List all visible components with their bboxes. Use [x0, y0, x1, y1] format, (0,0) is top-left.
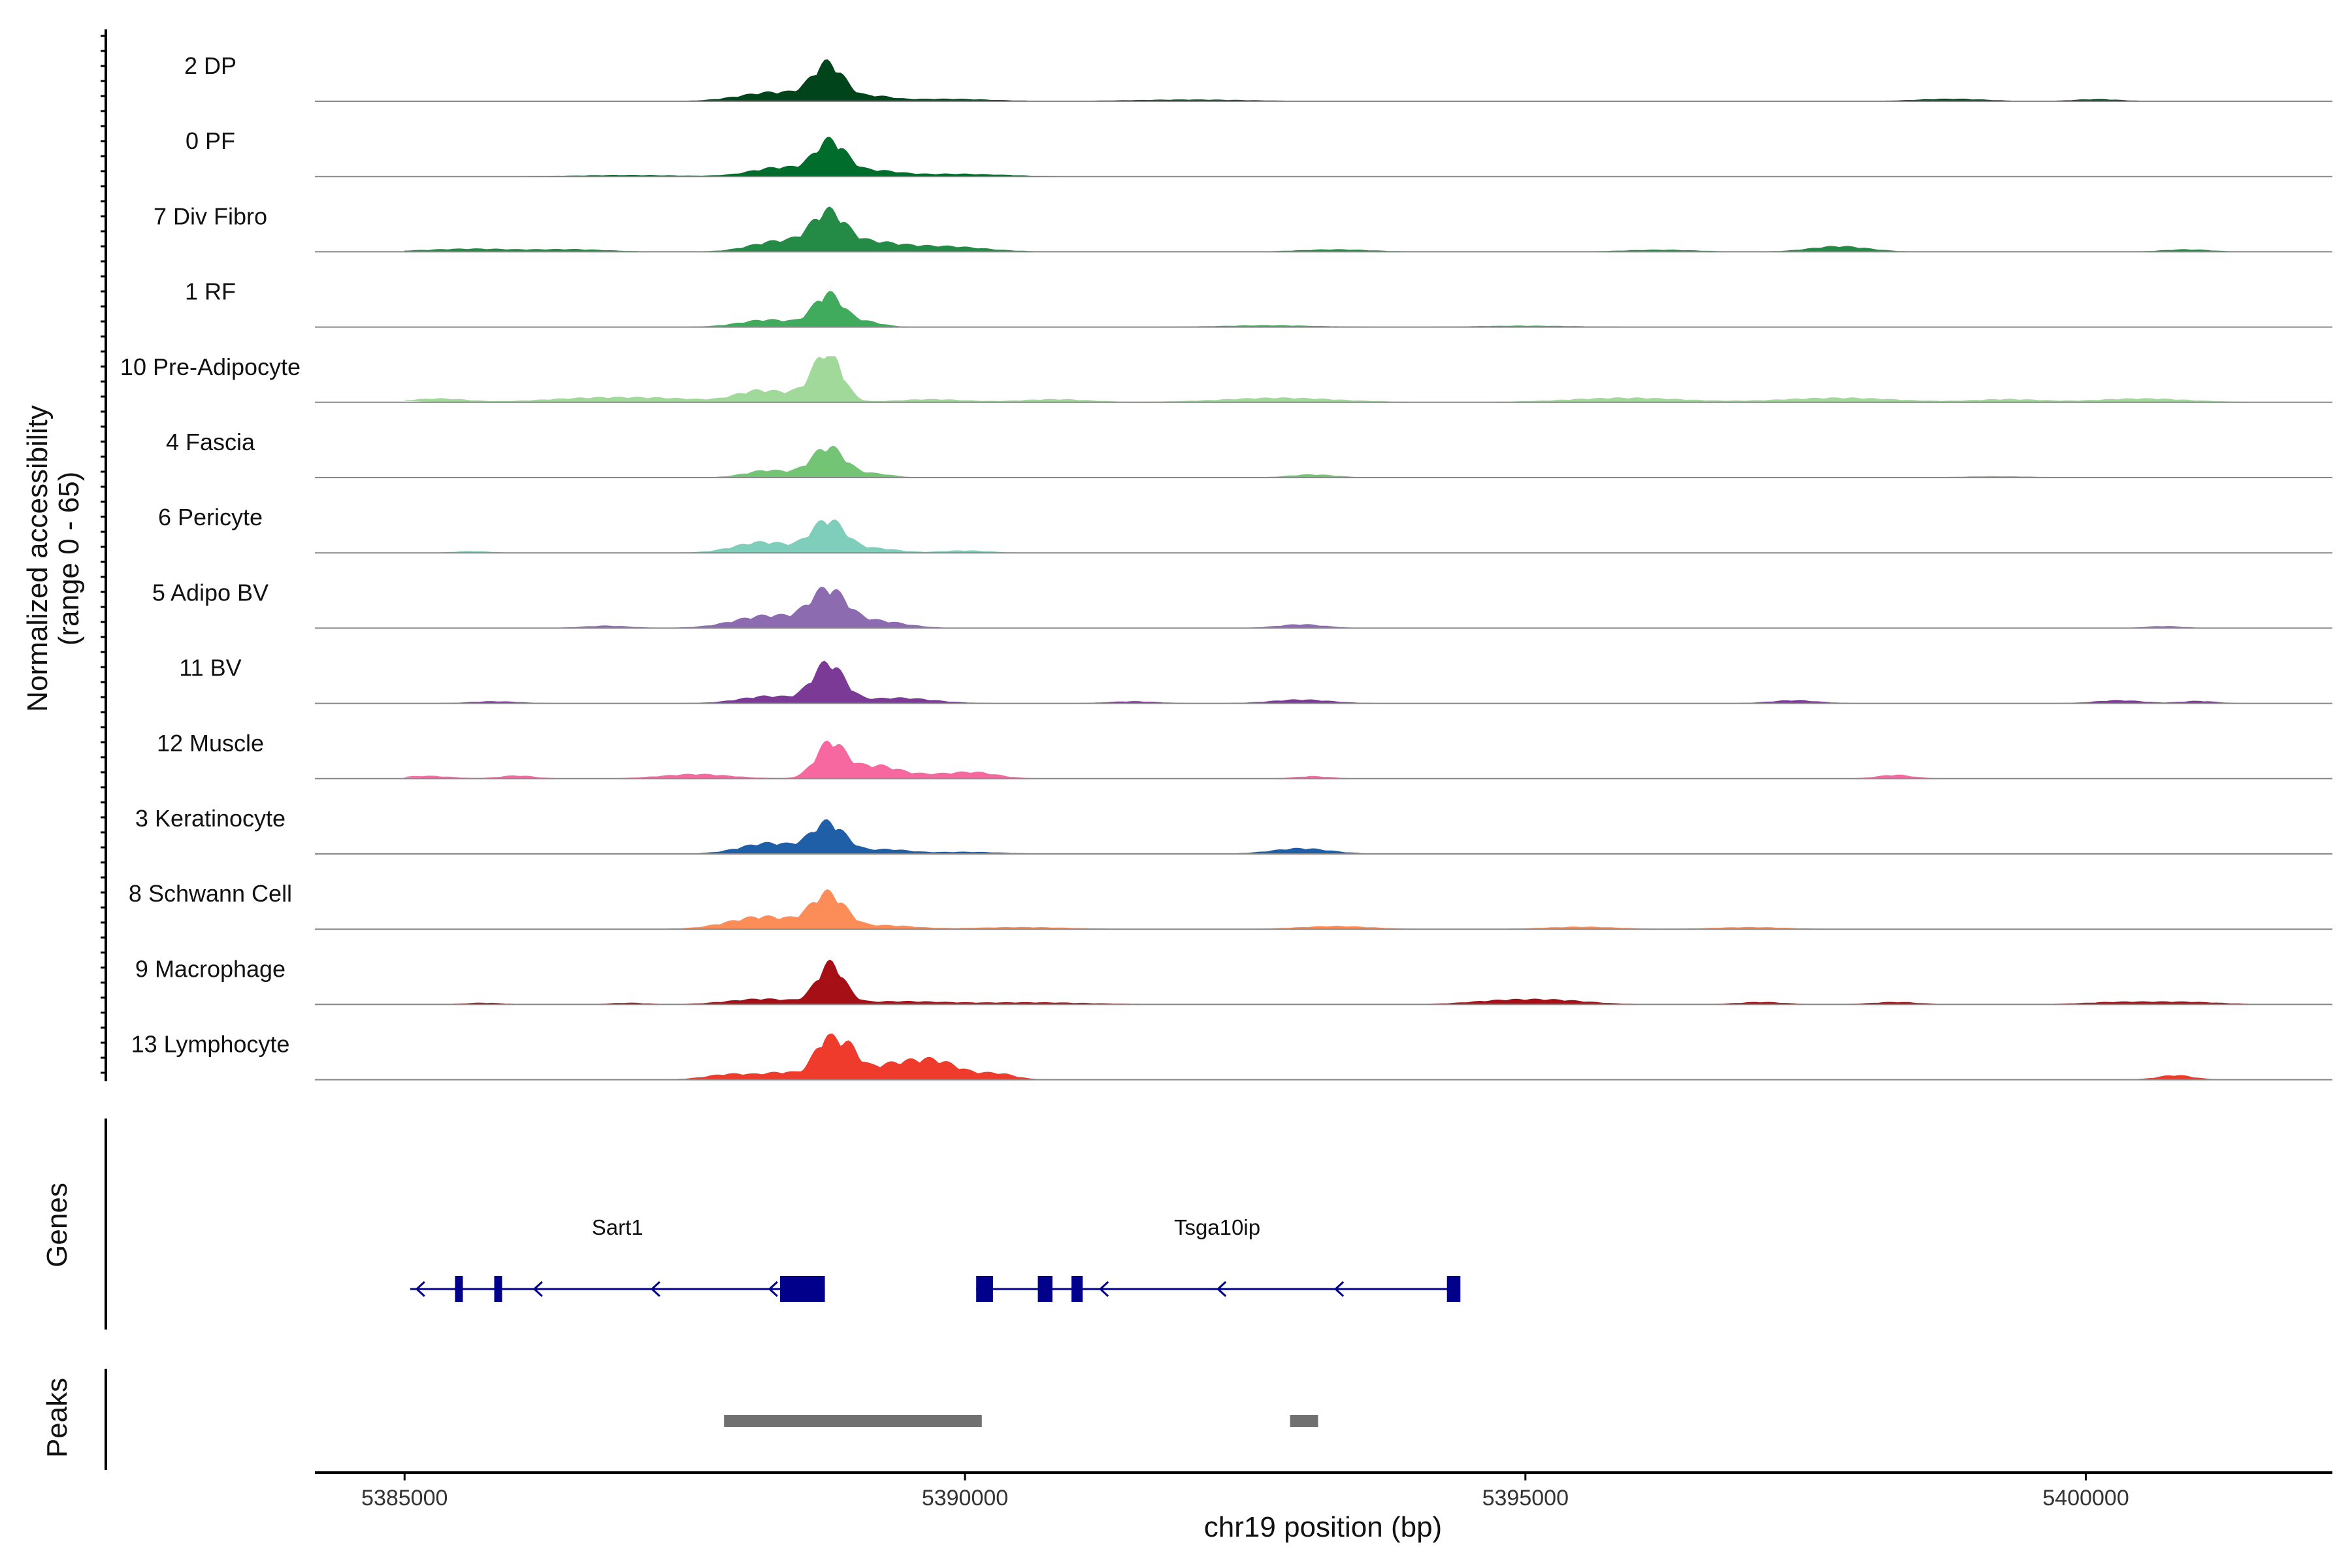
- coverage-area: [404, 356, 2255, 403]
- track-5-adipo-bv: 5 Adipo BV: [152, 579, 2332, 629]
- x-axis-title: chr19 position (bp): [1204, 1511, 1442, 1543]
- gene-exon: [1071, 1276, 1083, 1302]
- track-label: 6 Pericyte: [158, 504, 263, 531]
- coverage-area: [404, 740, 2254, 779]
- track-2-dp: 2 DP: [184, 52, 2332, 102]
- genes-panel-title: Genes: [41, 1183, 73, 1267]
- track-12-muscle: 12 Muscle: [157, 730, 2332, 779]
- coverage-area: [404, 519, 2254, 553]
- gene-exon: [1037, 1276, 1053, 1302]
- y-axis-title-line-1: Normalized accessibility: [22, 405, 54, 711]
- track-3-keratinocyte: 3 Keratinocyte: [135, 805, 2332, 855]
- track-label: 1 RF: [185, 278, 236, 305]
- peaks-track: [724, 1415, 1318, 1427]
- gene-exon: [1446, 1276, 1461, 1302]
- coverage-tracks: 2 DP 0 PF 7 Div Fibro 1 RF 10 Pre-Adipocyte 4…: [120, 52, 2332, 1081]
- coverage-area: [404, 586, 2254, 629]
- track-label: 13 Lymphocyte: [131, 1031, 290, 1058]
- gene-exon: [494, 1276, 502, 1302]
- track-4-fascia: 4 Fascia: [166, 429, 2332, 478]
- track-label: 8 Schwann Cell: [129, 880, 292, 907]
- strand-arrow-icon: [650, 1281, 661, 1298]
- gene-exon: [976, 1276, 993, 1302]
- strand-arrow-icon: [1098, 1281, 1109, 1298]
- strand-arrow-icon: [1333, 1281, 1345, 1298]
- track-11-bv: 11 BV: [179, 655, 2332, 704]
- coverage-area: [404, 137, 2254, 177]
- track-1-rf: 1 RF: [185, 278, 2332, 328]
- strand-arrow-icon: [532, 1281, 543, 1298]
- track-9-macrophage: 9 Macrophage: [135, 955, 2332, 1005]
- coverage-area: [404, 661, 2254, 704]
- x-tick-label: 5385000: [361, 1486, 448, 1511]
- x-tick-label: 5395000: [1482, 1486, 1569, 1511]
- gene-label: Sart1: [592, 1215, 644, 1239]
- coverage-area: [404, 819, 2254, 855]
- gene-sart1: Sart1: [410, 1215, 825, 1302]
- gene-exon: [779, 1276, 825, 1302]
- track-label: 12 Muscle: [157, 730, 264, 757]
- coverage-area: [404, 1034, 2254, 1081]
- strand-arrow-icon: [415, 1281, 425, 1298]
- track-6-pericyte: 6 Pericyte: [158, 504, 2332, 554]
- track-label: 11 BV: [179, 655, 241, 681]
- genes-track: Sart1 Tsga10ip: [410, 1215, 1461, 1302]
- y-axis-title-line-2: (range 0 - 65): [53, 472, 85, 646]
- track-label: 0 PF: [186, 127, 235, 154]
- coverage-area: [404, 959, 2255, 1005]
- track-label: 7 Div Fibro: [154, 203, 267, 229]
- track-8-schwann-cell: 8 Schwann Cell: [129, 880, 2332, 930]
- coverage-area: [404, 446, 2254, 478]
- y-axes: [101, 29, 107, 1470]
- coverage-area: [404, 206, 2254, 252]
- coverage-area: [404, 59, 2254, 102]
- track-label: 10 Pre-Adipocyte: [120, 353, 301, 380]
- track-label: 5 Adipo BV: [152, 579, 269, 606]
- gene-label: Tsga10ip: [1174, 1215, 1260, 1239]
- track-13-lymphocyte: 13 Lymphocyte: [131, 1031, 2332, 1081]
- peak-region: [1290, 1415, 1318, 1427]
- coverage-area: [404, 291, 2254, 328]
- gene-exon: [455, 1276, 463, 1302]
- x-axis: 5385000 5390000 5395000 5400000: [315, 1471, 2332, 1511]
- track-0-pf: 0 PF: [186, 127, 2332, 178]
- track-label: 3 Keratinocyte: [135, 805, 286, 832]
- strand-arrow-icon: [1216, 1281, 1227, 1298]
- track-7-div-fibro: 7 Div Fibro: [154, 203, 2332, 253]
- track-label: 9 Macrophage: [135, 955, 286, 982]
- peak-region: [724, 1415, 982, 1427]
- peaks-panel-title: Peaks: [41, 1378, 73, 1458]
- coverage-area: [404, 889, 2254, 930]
- track-label: 2 DP: [184, 52, 237, 79]
- strand-arrow-icon: [768, 1281, 778, 1298]
- x-tick-label: 5390000: [922, 1486, 1008, 1511]
- gene-tsga10ip: Tsga10ip: [976, 1215, 1461, 1302]
- x-tick-label: 5400000: [2042, 1486, 2129, 1511]
- track-label: 4 Fascia: [166, 429, 255, 455]
- track-10-pre-adipocyte: 10 Pre-Adipocyte: [120, 353, 2332, 403]
